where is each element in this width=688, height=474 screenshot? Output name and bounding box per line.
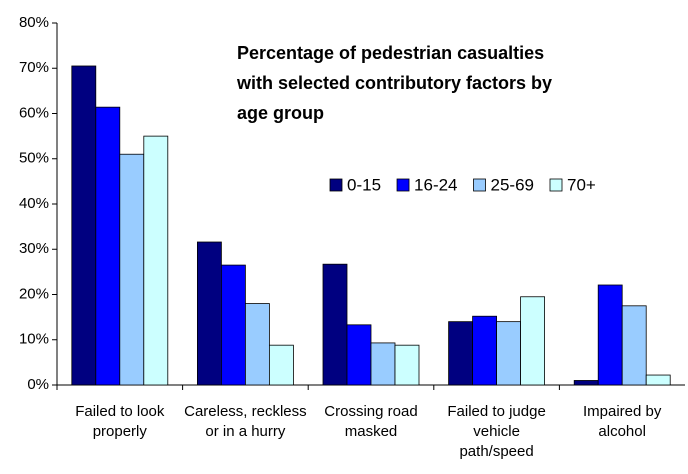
y-tick-label: 0%: [27, 376, 49, 393]
bar: [496, 321, 522, 386]
bar: [621, 305, 647, 386]
x-tick-label: Impaired by alcohol: [583, 403, 662, 440]
legend-label: 25-69: [491, 175, 534, 194]
bar: [645, 374, 671, 386]
bar: [322, 263, 348, 386]
legend-swatch: [549, 178, 563, 192]
bar: [597, 284, 623, 386]
legend-label: 0-15: [347, 175, 381, 194]
bar: [346, 324, 372, 386]
x-tick-label: Failed to look properly: [75, 403, 165, 440]
bar: [370, 342, 396, 386]
bar: [220, 264, 246, 386]
legend-label: 16-24: [414, 175, 457, 194]
x-tick-label: Crossing road masked: [324, 403, 418, 440]
bar: [95, 106, 121, 386]
x-tick-label: Failed to judge vehicle path/speed: [447, 403, 546, 460]
bar: [244, 303, 270, 386]
bar: [71, 65, 97, 386]
bar: [119, 153, 145, 386]
bar: [143, 135, 169, 386]
y-tick-label: 10%: [19, 331, 49, 348]
y-tick-label: 40%: [19, 195, 49, 212]
bar: [448, 321, 474, 386]
legend-swatch: [473, 178, 486, 192]
bar: [394, 344, 420, 386]
y-tick-label: 60%: [19, 104, 49, 121]
legend-label: 70+: [567, 175, 596, 194]
x-tick-label: Careless, reckless or in a hurry: [184, 403, 307, 440]
bar: [520, 296, 545, 386]
y-tick-label: 70%: [19, 59, 49, 76]
bar: [472, 315, 498, 386]
bar: [573, 380, 599, 386]
bar: [196, 241, 222, 386]
chart-title: Percentage of pedestrian casualties with…: [237, 43, 553, 123]
legend-swatch: [396, 178, 410, 192]
y-tick-label: 80%: [19, 14, 49, 31]
bar: [268, 344, 294, 386]
y-tick-label: 50%: [19, 150, 49, 167]
y-tick-label: 20%: [19, 285, 49, 302]
legend-swatch: [329, 178, 343, 192]
y-tick-label: 30%: [19, 240, 49, 257]
